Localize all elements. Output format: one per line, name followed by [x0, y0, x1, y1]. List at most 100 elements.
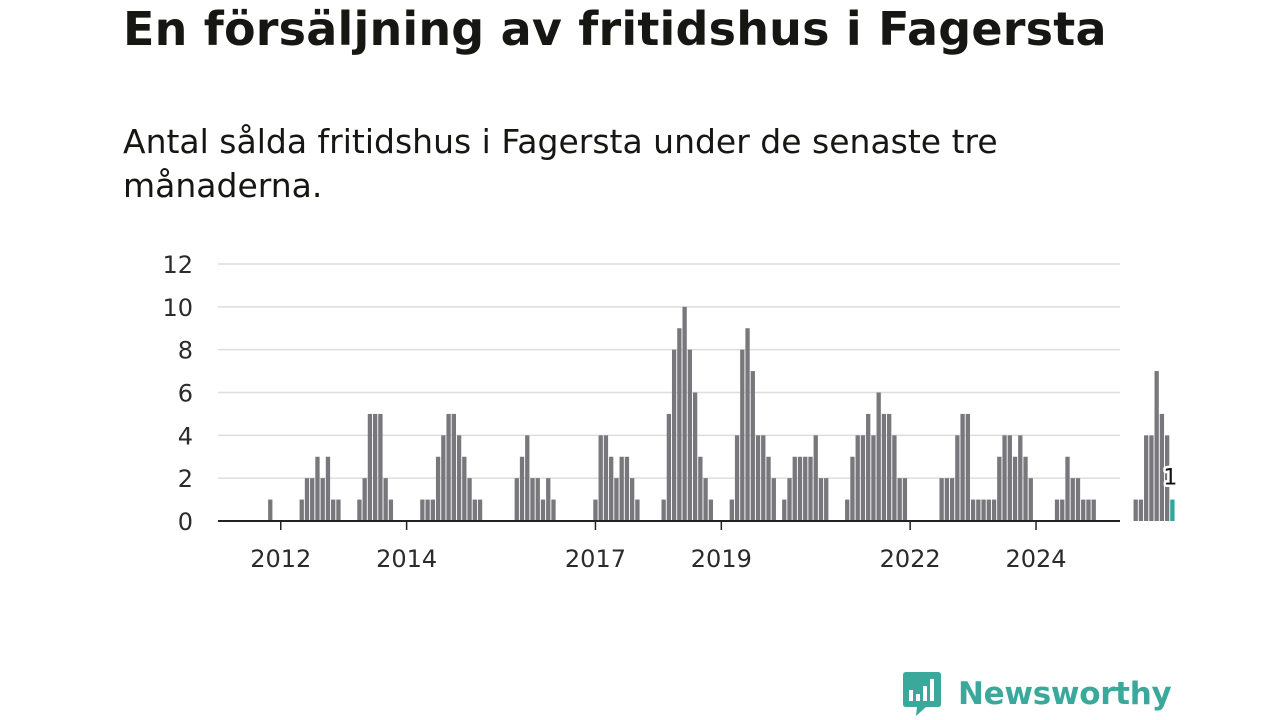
- bar: [750, 371, 755, 521]
- bar: [435, 456, 441, 521]
- bar: [677, 328, 682, 521]
- x-tick-label: 2014: [376, 545, 437, 573]
- chart-title: En försäljning av fritidshus i Fagersta: [123, 2, 1107, 56]
- bar: [519, 456, 525, 521]
- newsworthy-logo: Newsworthy: [902, 670, 1172, 718]
- bar: [687, 349, 693, 521]
- bar: [787, 478, 792, 521]
- bar: [692, 392, 698, 521]
- bar: [740, 349, 745, 521]
- bar: [598, 435, 603, 521]
- bar: [1028, 478, 1033, 521]
- bar: [630, 478, 635, 521]
- bar: [991, 499, 997, 521]
- bar: [378, 413, 383, 521]
- bar: [472, 499, 477, 521]
- bar: [755, 435, 761, 521]
- bar: [1159, 413, 1165, 521]
- bar: [451, 413, 456, 521]
- bar: [331, 499, 336, 521]
- bar: [703, 478, 708, 521]
- bar: [960, 413, 965, 521]
- bar: [320, 478, 325, 521]
- bar: [682, 306, 687, 521]
- bar: [1018, 435, 1023, 521]
- bar: [462, 456, 467, 521]
- bar: [850, 456, 855, 521]
- bar: [860, 435, 866, 521]
- bar: [997, 456, 1002, 521]
- bar: [430, 499, 436, 521]
- bars: [268, 306, 1175, 521]
- x-tick-label: 2012: [250, 545, 311, 573]
- bar: [949, 478, 955, 521]
- bar: [986, 499, 991, 521]
- chart-subtitle: Antal sålda fritidshus i Fagersta under …: [123, 122, 998, 205]
- bar: [729, 499, 734, 521]
- bar: [797, 456, 803, 521]
- bar: [609, 456, 614, 521]
- bar: [1154, 371, 1159, 521]
- bar: [514, 478, 519, 521]
- bar: [304, 478, 310, 521]
- bar: [446, 413, 451, 521]
- bar: [546, 478, 551, 521]
- bar: [1012, 456, 1018, 521]
- bar: [745, 328, 750, 521]
- bar: [698, 456, 703, 521]
- bar-chart: 0 2 4 6 8 10 12 2012 2014 2017 2019 2022 2024 1: [162, 251, 1178, 573]
- bar: [1065, 456, 1070, 521]
- bar: [824, 478, 829, 521]
- bar: [551, 499, 556, 521]
- bar: [624, 456, 630, 521]
- bar: [881, 413, 887, 521]
- bar: [965, 413, 970, 521]
- y-axis-ticks: 0 2 4 6 8 10 12: [162, 251, 193, 536]
- bar: [1075, 478, 1081, 521]
- bar: [1023, 456, 1028, 521]
- bar: [1002, 435, 1007, 521]
- newsworthy-logo-text: Newsworthy: [958, 676, 1172, 712]
- bar: [315, 456, 320, 521]
- y-tick-label: 12: [162, 251, 193, 279]
- bar: [477, 499, 483, 521]
- bar: [761, 435, 766, 521]
- bar: [325, 456, 331, 521]
- bar: [1165, 435, 1170, 521]
- bar: [535, 478, 540, 521]
- bar: [367, 413, 373, 521]
- bar: [1070, 478, 1075, 521]
- bar: [708, 499, 713, 521]
- y-tick-label: 4: [178, 422, 193, 450]
- bar: [876, 392, 881, 521]
- y-tick-label: 0: [178, 508, 193, 536]
- bar: [456, 435, 462, 521]
- bar: [530, 478, 535, 521]
- bar: [1138, 499, 1144, 521]
- bar: [766, 456, 771, 521]
- x-tick-label: 2024: [1005, 545, 1066, 573]
- y-tick-label: 6: [178, 380, 193, 408]
- bar: [892, 435, 897, 521]
- bar: [855, 435, 860, 521]
- bar: [268, 499, 273, 521]
- bar: [1060, 499, 1065, 521]
- x-tick-label: 2019: [691, 545, 752, 573]
- bar: [671, 349, 677, 521]
- bar: [792, 456, 797, 521]
- bar: [299, 499, 304, 521]
- bar: [897, 478, 902, 521]
- bar: [944, 478, 950, 521]
- bar: [1081, 499, 1086, 521]
- bar: [845, 499, 850, 521]
- bar: [813, 435, 818, 521]
- bar: [661, 499, 666, 521]
- bar: [808, 456, 813, 521]
- bar: [734, 435, 740, 521]
- last-value-label: 1: [1163, 466, 1177, 491]
- bar: [310, 478, 315, 521]
- bar: [1149, 435, 1154, 521]
- bar: [1144, 435, 1149, 521]
- y-tick-label: 10: [162, 294, 193, 322]
- bar: [782, 499, 787, 521]
